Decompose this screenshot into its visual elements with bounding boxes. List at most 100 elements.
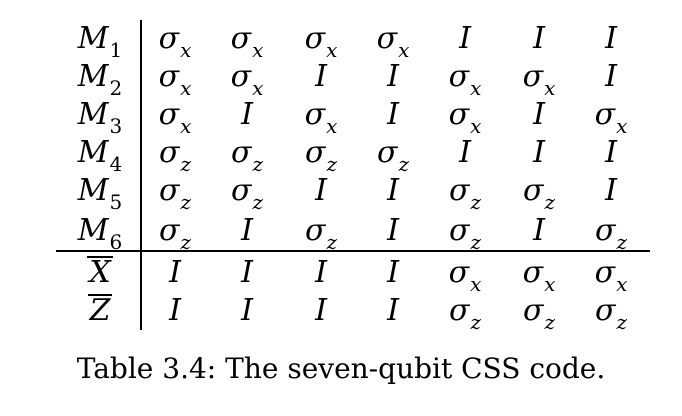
pauli-symbol: I [459,135,471,170]
pauli-symbol: I [387,213,399,248]
pauli-cell: σz [214,134,280,176]
pauli-cell: σz [506,292,572,334]
pauli-symbol: σ [594,97,616,132]
pauli-cell: σx [432,254,498,296]
pauli-subscript: x [470,76,482,100]
pauli-cell: σz [214,172,280,214]
pauli-cell: σx [432,58,498,100]
pauli-symbol: I [241,293,253,328]
pauli-subscript: z [470,190,482,214]
pauli-cell: I [578,58,644,96]
pauli-subscript: z [326,230,338,254]
pauli-cell: σx [506,58,572,100]
pauli-cell: I [360,292,426,330]
operator-subscript: 1 [109,38,123,62]
pauli-subscript: x [544,76,556,100]
pauli-cell: I [288,292,354,330]
pauli-subscript: z [180,152,192,176]
stabilizer-row: M4 σz σz σz σz I I I [0,134,682,176]
pauli-symbol: I [459,21,471,56]
operator-symbol: M [77,135,109,170]
pauli-symbol: σ [230,21,252,56]
pauli-cell: I [288,58,354,96]
pauli-symbol: σ [522,293,544,328]
pauli-cell: I [288,254,354,292]
pauli-symbol: I [387,173,399,208]
pauli-symbol: I [605,59,617,94]
operator-symbol: X [87,255,113,290]
pauli-cell: σx [142,20,208,62]
pauli-subscript: x [180,38,192,62]
pauli-cell: σz [288,212,354,254]
pauli-symbol: σ [376,21,398,56]
pauli-cell: σz [142,134,208,176]
pauli-symbol: I [387,255,399,290]
pauli-cell: σz [432,172,498,214]
table-caption: Table 3.4: The seven-qubit CSS code. [76,352,606,385]
pauli-symbol: σ [594,255,616,290]
operator-label: M4 [68,134,132,176]
operator-subscript: 4 [109,152,123,176]
pauli-symbol: σ [158,213,180,248]
pauli-subscript: x [544,272,556,296]
pauli-cell: σz [578,292,644,334]
pauli-symbol: σ [230,59,252,94]
pauli-cell: σz [142,212,208,254]
pauli-symbol: I [533,213,545,248]
pauli-subscript: z [544,310,556,334]
operator-label: M2 [68,58,132,100]
pauli-symbol: σ [304,213,326,248]
pauli-cell: σz [288,134,354,176]
pauli-subscript: x [180,114,192,138]
pauli-cell: σx [506,254,572,296]
operator-symbol: M [77,173,109,208]
pauli-symbol: I [387,293,399,328]
operator-label: M3 [68,96,132,138]
pauli-cell: σx [288,96,354,138]
pauli-symbol: I [241,255,253,290]
operator-label: X [68,254,132,292]
operator-label: M5 [68,172,132,214]
operator-subscript: 2 [109,76,123,100]
pauli-cell: σx [142,58,208,100]
pauli-symbol: I [533,21,545,56]
pauli-symbol: σ [158,21,180,56]
pauli-symbol: σ [304,135,326,170]
pauli-symbol: I [241,97,253,132]
pauli-cell: I [432,20,498,58]
pauli-cell: σx [360,20,426,62]
pauli-subscript: x [470,272,482,296]
pauli-cell: I [360,212,426,250]
pauli-cell: I [506,20,572,58]
pauli-subscript: z [252,190,264,214]
operator-symbol: M [77,21,109,56]
pauli-cell: I [360,172,426,210]
pauli-subscript: z [180,190,192,214]
pauli-symbol: σ [158,59,180,94]
pauli-subscript: x [616,114,628,138]
pauli-symbol: σ [230,173,252,208]
pauli-symbol: I [315,255,327,290]
pauli-subscript: z [470,310,482,334]
pauli-symbol: I [315,59,327,94]
pauli-cell: I [578,172,644,210]
operator-label: M6 [68,212,132,254]
pauli-symbol: σ [158,135,180,170]
pauli-cell: σx [214,20,280,62]
pauli-subscript: z [616,310,628,334]
pauli-symbol: σ [594,293,616,328]
operator-symbol: M [77,213,109,248]
pauli-cell: I [360,96,426,134]
pauli-cell: σx [432,96,498,138]
operator-label: M1 [68,20,132,62]
pauli-symbol: I [605,135,617,170]
pauli-subscript: x [326,114,338,138]
pauli-symbol: I [169,293,181,328]
pauli-subscript: x [470,114,482,138]
operator-label: Z [68,292,132,330]
pauli-symbol: I [241,213,253,248]
pauli-subscript: z [326,152,338,176]
